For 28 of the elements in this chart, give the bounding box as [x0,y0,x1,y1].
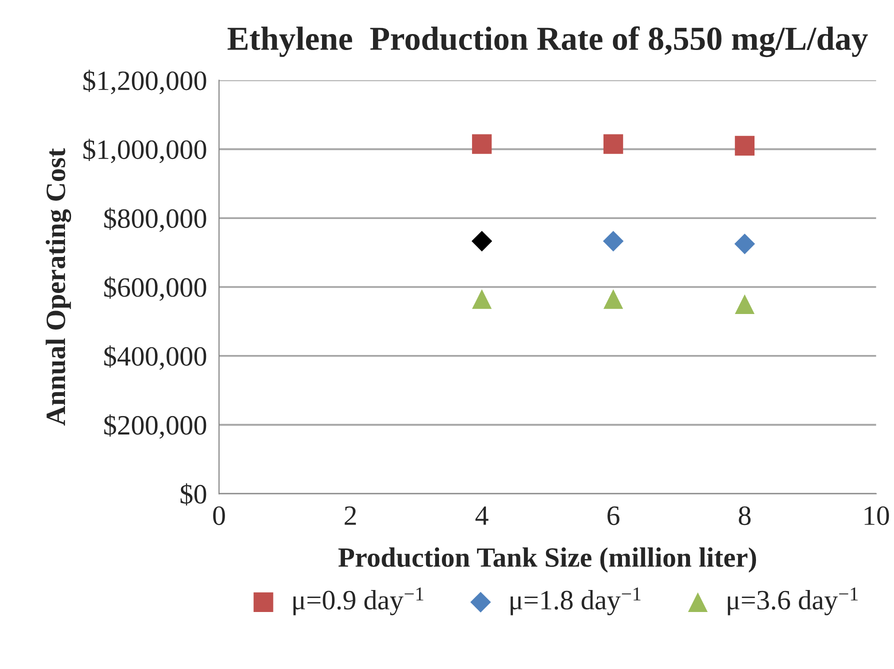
y-axis-title: Annual Operating Cost [46,148,72,426]
point [734,234,755,254]
y-tick-label: $600,000 [104,276,206,301]
point [472,230,492,252]
point [603,134,624,154]
y-tick-label: $800,000 [104,208,206,232]
point [472,134,492,154]
legend-label: μ=3.6 day$^{−1}$ [728,588,858,616]
x-axis-title: Production Tank Size (million liter) [338,547,756,573]
x-tick-label: 10 [864,506,889,526]
point [603,289,624,309]
y-tick-label: $400,000 [104,345,206,370]
y-tick-label: $1,200,000 [83,70,206,94]
x-tick-label: 2 [344,506,356,525]
x-tick-label: 0 [213,506,225,526]
x-tick-label: 4 [475,506,488,525]
x-tick-label: 6 [608,506,620,526]
point [472,289,492,309]
y-tick-label: $200,000 [104,414,206,439]
chart-title: Ethylene Production Rate of 8,550 mg/L/day [228,26,868,58]
y-tick-label: $1,000,000 [83,138,206,164]
legend-label: μ=1.8 day$^{−1}$ [510,588,640,616]
point [734,294,755,314]
x-tick-label: 8 [738,506,751,526]
legend-label: μ=0.9 day$^{−1}$ [293,588,424,616]
point [734,136,755,156]
point [602,230,624,252]
y-tick-label: $0 [180,483,206,506]
